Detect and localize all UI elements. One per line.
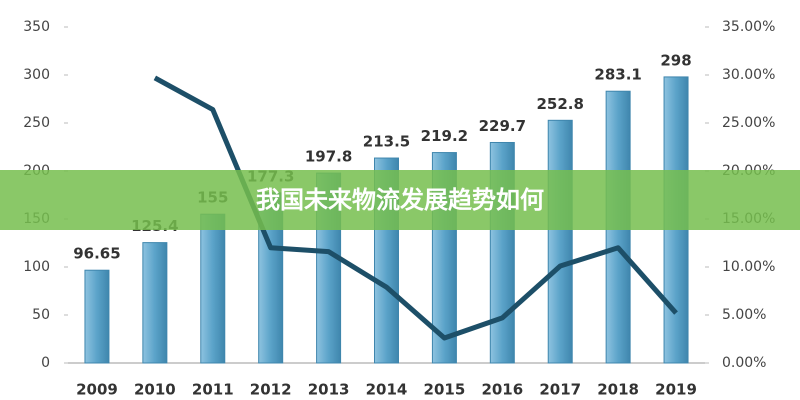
- y-tick-label: 300: [23, 67, 50, 83]
- y2-tick-label: 35.00%: [722, 19, 775, 35]
- y2-tick-label: 0.00%: [722, 355, 766, 371]
- x-tick-label: 2010: [134, 381, 176, 399]
- data-label: 197.8: [305, 148, 352, 166]
- x-tick-label: 2018: [597, 381, 639, 399]
- banner: [0, 170, 800, 230]
- x-tick-label: 2017: [539, 381, 581, 399]
- data-label: 219.2: [421, 127, 468, 145]
- y2-tick-label: 30.00%: [722, 67, 775, 83]
- bar: [200, 213, 226, 364]
- x-tick-label: 2009: [76, 381, 118, 399]
- x-tick-label: 2013: [308, 381, 350, 399]
- y2-tick-label: 5.00%: [722, 307, 766, 323]
- y-tick-label: 100: [23, 259, 50, 275]
- data-label: 252.8: [537, 95, 584, 113]
- bar: [142, 242, 168, 364]
- bar: [84, 269, 110, 364]
- y2-tick-label: 25.00%: [722, 115, 775, 131]
- x-tick-label: 2016: [481, 381, 523, 399]
- data-label: 298: [660, 51, 691, 69]
- x-tick-label: 2011: [192, 381, 234, 399]
- bar: [547, 119, 573, 364]
- data-label: 213.5: [363, 133, 410, 151]
- banner-title: 我国未来物流发展趋势如何: [256, 186, 544, 214]
- data-label: 96.65: [73, 245, 120, 263]
- y-tick-label: 50: [32, 307, 50, 323]
- x-tick-label: 2019: [655, 381, 697, 399]
- data-label: 283.1: [594, 66, 641, 84]
- y2-tick-label: 10.00%: [722, 259, 775, 275]
- y-tick-label: 0: [41, 355, 50, 371]
- x-tick-label: 2015: [424, 381, 466, 399]
- y-tick-label: 250: [23, 115, 50, 131]
- x-tick-label: 2012: [250, 381, 292, 399]
- x-tick-label: 2014: [366, 381, 408, 399]
- data-label: 229.7: [479, 117, 526, 135]
- y-tick-label: 350: [23, 19, 50, 35]
